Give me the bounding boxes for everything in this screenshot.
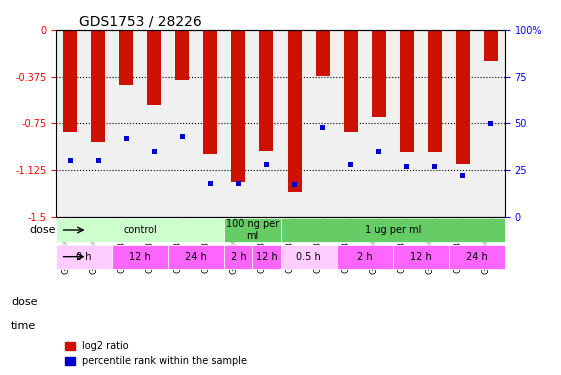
Bar [236, 181, 241, 186]
Bar [399, 30, 413, 152]
Bar [175, 30, 189, 80]
Bar [63, 30, 77, 132]
Bar [343, 30, 358, 132]
Text: 2 h: 2 h [231, 252, 246, 262]
FancyBboxPatch shape [56, 244, 112, 268]
FancyBboxPatch shape [337, 244, 393, 268]
Legend: log2 ratio, percentile rank within the sample: log2 ratio, percentile rank within the s… [61, 338, 251, 370]
Bar [288, 30, 302, 192]
Bar [427, 30, 442, 152]
Bar [456, 30, 470, 164]
FancyBboxPatch shape [449, 244, 505, 268]
Bar [433, 164, 437, 169]
FancyBboxPatch shape [280, 218, 505, 242]
Bar [91, 30, 105, 142]
FancyBboxPatch shape [224, 218, 280, 242]
Text: 1 ug per ml: 1 ug per ml [365, 225, 421, 235]
Text: dose: dose [30, 225, 56, 235]
Bar [292, 183, 297, 188]
Text: 12 h: 12 h [256, 252, 277, 262]
Bar [489, 121, 493, 126]
Bar [147, 30, 162, 105]
Bar [259, 30, 273, 151]
Bar [96, 158, 100, 163]
Bar [461, 173, 465, 178]
Text: 24 h: 24 h [466, 252, 488, 262]
Bar [315, 30, 329, 76]
Bar [208, 181, 213, 186]
Text: 12 h: 12 h [410, 252, 431, 262]
Text: 0.5 h: 0.5 h [296, 252, 321, 262]
Bar [348, 162, 353, 167]
Bar [203, 30, 218, 154]
Bar [371, 30, 386, 117]
Bar [376, 149, 381, 154]
Bar [484, 30, 498, 61]
Text: 100 ng per
ml: 100 ng per ml [226, 219, 279, 241]
Bar [119, 30, 134, 85]
Bar [124, 136, 128, 141]
Text: GDS1753 / 28226: GDS1753 / 28226 [79, 15, 201, 29]
Text: dose: dose [11, 297, 38, 307]
FancyBboxPatch shape [280, 244, 337, 268]
FancyBboxPatch shape [393, 244, 449, 268]
Text: time: time [11, 321, 36, 331]
Bar [404, 164, 409, 169]
Bar [68, 158, 72, 163]
Bar [152, 149, 157, 154]
Text: 0 h: 0 h [76, 252, 92, 262]
FancyBboxPatch shape [224, 244, 252, 268]
FancyBboxPatch shape [56, 218, 224, 242]
Bar [231, 30, 246, 182]
Text: 2 h: 2 h [357, 252, 373, 262]
Bar [264, 162, 269, 167]
Text: control: control [123, 225, 157, 235]
FancyBboxPatch shape [112, 244, 168, 268]
FancyBboxPatch shape [252, 244, 280, 268]
Text: 12 h: 12 h [130, 252, 151, 262]
Text: 24 h: 24 h [186, 252, 207, 262]
FancyBboxPatch shape [168, 244, 224, 268]
Bar [320, 124, 325, 129]
Bar [180, 134, 185, 139]
